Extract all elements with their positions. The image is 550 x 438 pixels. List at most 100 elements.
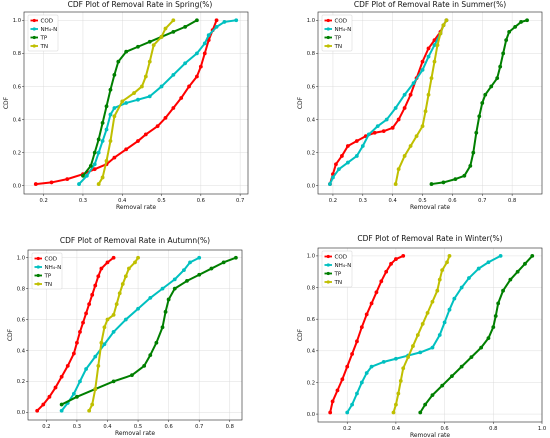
data-point (195, 18, 199, 23)
data-point (429, 182, 434, 186)
data-point (139, 84, 144, 89)
data-point (339, 154, 344, 158)
x-tick-label: 0.2 (329, 198, 337, 204)
data-point (84, 367, 88, 371)
y-tick-label: 1.0 (17, 256, 25, 262)
data-point (423, 402, 428, 407)
data-point (447, 254, 452, 258)
legend-label: TN (334, 280, 343, 286)
legend-marker (326, 35, 330, 40)
data-point (501, 51, 506, 56)
data-point (491, 325, 496, 329)
legend-label: TP (40, 36, 48, 42)
data-point (160, 286, 165, 291)
data-point (130, 373, 134, 378)
data-point (459, 364, 464, 369)
y-tick-label: 0.6 (307, 317, 315, 323)
data-point (84, 311, 88, 316)
legend-label: COD (45, 257, 58, 263)
data-point (440, 383, 445, 388)
data-point (406, 355, 410, 360)
series-tp (59, 255, 238, 407)
legend-marker (326, 18, 330, 23)
legend-box (27, 14, 59, 52)
data-point (75, 394, 79, 399)
data-point (401, 254, 406, 258)
data-point (159, 84, 164, 89)
data-point (87, 408, 92, 413)
data-point (447, 307, 452, 312)
data-point (124, 49, 129, 54)
legend: COD NH₄-N TP TN (31, 252, 63, 290)
data-point (163, 115, 168, 120)
x-tick-label: 0.3 (359, 198, 367, 204)
data-point (214, 24, 219, 29)
data-point (408, 144, 413, 148)
data-point (429, 76, 434, 81)
data-point (415, 333, 420, 337)
data-point (188, 260, 192, 265)
data-point (330, 399, 335, 404)
data-point (504, 38, 509, 43)
data-point (195, 51, 199, 56)
data-point (393, 106, 398, 110)
data-point (77, 182, 81, 186)
data-point (355, 339, 359, 344)
data-point (426, 46, 431, 51)
data-point (136, 139, 140, 143)
y-tick-label: 0.2 (17, 379, 25, 385)
data-point (114, 302, 119, 306)
data-point (394, 257, 398, 261)
data-point (102, 342, 107, 347)
data-point (111, 313, 116, 317)
plot-frame (317, 11, 543, 195)
series-tp (429, 18, 529, 186)
x-tick-label: 0.7 (195, 424, 203, 430)
data-point (328, 410, 333, 415)
legend-label: COD (335, 19, 348, 25)
data-point (111, 330, 116, 334)
data-point (221, 260, 226, 265)
data-point (183, 61, 188, 66)
data-point (214, 18, 219, 23)
data-point (111, 255, 116, 260)
data-point (154, 340, 159, 345)
data-point (501, 288, 505, 293)
data-point (112, 72, 117, 77)
data-point (345, 144, 350, 148)
y-axis-label: CDF (7, 328, 14, 341)
data-point (148, 296, 153, 300)
legend-box (31, 252, 63, 290)
data-point (391, 410, 396, 415)
y-tick-label: 0.0 (307, 412, 315, 418)
legend-marker (326, 271, 330, 276)
legend-marker (32, 44, 36, 48)
series-cod (328, 254, 406, 415)
series-tn (391, 254, 452, 415)
data-point (467, 276, 471, 280)
data-point (474, 130, 479, 135)
data-point (453, 177, 458, 182)
data-point (408, 92, 413, 97)
data-point (381, 129, 386, 134)
data-point (112, 106, 117, 110)
data-point (81, 320, 85, 325)
x-tick-label: 0.7 (236, 198, 244, 204)
data-point (117, 291, 122, 296)
legend-marker (36, 265, 40, 269)
series-tn (96, 18, 176, 186)
data-point (435, 43, 440, 47)
data-point (147, 39, 152, 44)
data-point (402, 92, 407, 97)
x-tick-label: 0.4 (389, 198, 398, 204)
data-point (441, 23, 446, 28)
data-point (202, 51, 207, 56)
data-point (163, 26, 168, 31)
data-point (163, 309, 168, 314)
x-tick-label: 0.8 (508, 198, 516, 204)
x-tick-label: 0.3 (79, 198, 87, 204)
data-point (523, 261, 527, 266)
y-tick-label: 1.0 (13, 18, 21, 24)
data-point (59, 402, 64, 407)
series-line (394, 19, 448, 185)
